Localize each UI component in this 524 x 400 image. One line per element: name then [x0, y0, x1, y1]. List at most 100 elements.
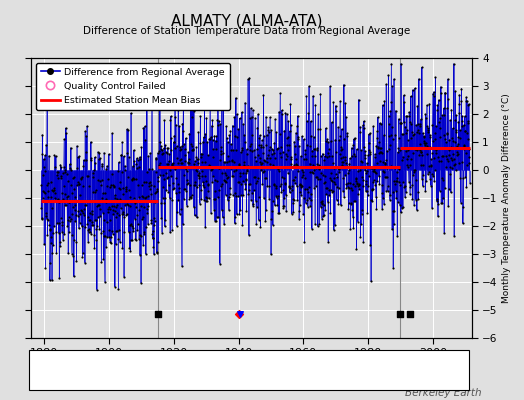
- Point: [219, 214, 227, 221]
- Point: [323, 136, 332, 142]
- Point: [215, 186, 224, 193]
- Point: [101, 233, 109, 240]
- Point: [386, 108, 395, 114]
- Point: [441, 184, 449, 191]
- Point: [240, 132, 248, 138]
- Point: [104, 209, 113, 215]
- Point: [265, 144, 274, 150]
- Point: [208, 178, 216, 185]
- Point: [213, 178, 221, 184]
- Point: [297, 182, 305, 188]
- Point: [99, 256, 107, 262]
- Point: [183, 180, 192, 186]
- Point: [283, 153, 291, 159]
- Point: [335, 137, 343, 144]
- Point: [303, 142, 312, 148]
- Point: [188, 147, 196, 153]
- Point: [60, 164, 68, 170]
- Point: [352, 175, 360, 181]
- Point: [245, 115, 254, 122]
- Point: [293, 123, 301, 129]
- Point: [291, 180, 299, 187]
- Point: [80, 157, 88, 163]
- Point: [206, 210, 215, 216]
- Point: [342, 114, 350, 120]
- Point: [368, 165, 376, 172]
- Point: [182, 166, 190, 172]
- Point: [291, 174, 299, 180]
- Point: [419, 130, 427, 136]
- Point: [139, 179, 148, 185]
- Point: [212, 146, 221, 152]
- Point: [355, 182, 363, 189]
- Point: [211, 196, 220, 203]
- Point: [113, 228, 122, 234]
- Point: [102, 166, 111, 172]
- Point: [195, 170, 204, 176]
- Point: [71, 194, 79, 200]
- Point: [180, 196, 188, 202]
- Point: [136, 156, 145, 162]
- Point: [340, 136, 348, 142]
- Point: [178, 120, 187, 127]
- Point: [458, 113, 467, 119]
- Text: Time of Obs. Change: Time of Obs. Change: [231, 370, 332, 380]
- Point: [213, 213, 221, 220]
- Point: [123, 126, 131, 132]
- Point: [320, 153, 329, 159]
- Point: [38, 215, 46, 222]
- Point: [215, 118, 223, 124]
- Point: [441, 136, 450, 142]
- Point: [40, 190, 49, 196]
- Point: [52, 172, 61, 178]
- Point: [237, 192, 245, 199]
- Point: [282, 208, 290, 214]
- Point: [365, 147, 373, 153]
- Point: [379, 195, 387, 201]
- Point: [124, 174, 132, 180]
- Point: [341, 100, 350, 106]
- Point: [454, 160, 463, 166]
- Point: [199, 179, 207, 186]
- Point: [377, 149, 385, 156]
- Point: [405, 112, 413, 119]
- Point: [121, 202, 129, 208]
- Point: [155, 148, 163, 154]
- Point: [304, 195, 313, 201]
- Point: [209, 136, 217, 143]
- Point: [104, 206, 112, 212]
- Point: [439, 105, 447, 112]
- Point: [61, 202, 69, 208]
- Point: [264, 128, 272, 135]
- Point: [159, 150, 167, 157]
- Point: [375, 139, 383, 146]
- Point: [160, 200, 168, 206]
- Point: [449, 151, 457, 157]
- Point: [425, 169, 433, 176]
- Point: [234, 126, 243, 132]
- Point: [47, 233, 56, 240]
- Point: [188, 114, 196, 120]
- Point: [121, 162, 129, 169]
- Point: [265, 182, 274, 189]
- Point: [362, 181, 370, 187]
- Point: [129, 147, 138, 153]
- Point: [113, 202, 121, 208]
- Point: [218, 169, 226, 176]
- Point: [391, 181, 399, 187]
- Point: [341, 172, 350, 178]
- Point: [57, 174, 65, 181]
- Point: [439, 194, 447, 201]
- Point: [317, 198, 325, 205]
- Point: [185, 196, 193, 202]
- Point: [455, 135, 464, 141]
- Point: [428, 122, 436, 128]
- Point: [255, 155, 264, 161]
- Point: [56, 220, 64, 226]
- Point: [329, 99, 337, 106]
- Point: [285, 184, 293, 190]
- Point: [423, 123, 432, 129]
- Point: [147, 220, 156, 226]
- Point: [380, 174, 389, 180]
- Point: [449, 125, 457, 132]
